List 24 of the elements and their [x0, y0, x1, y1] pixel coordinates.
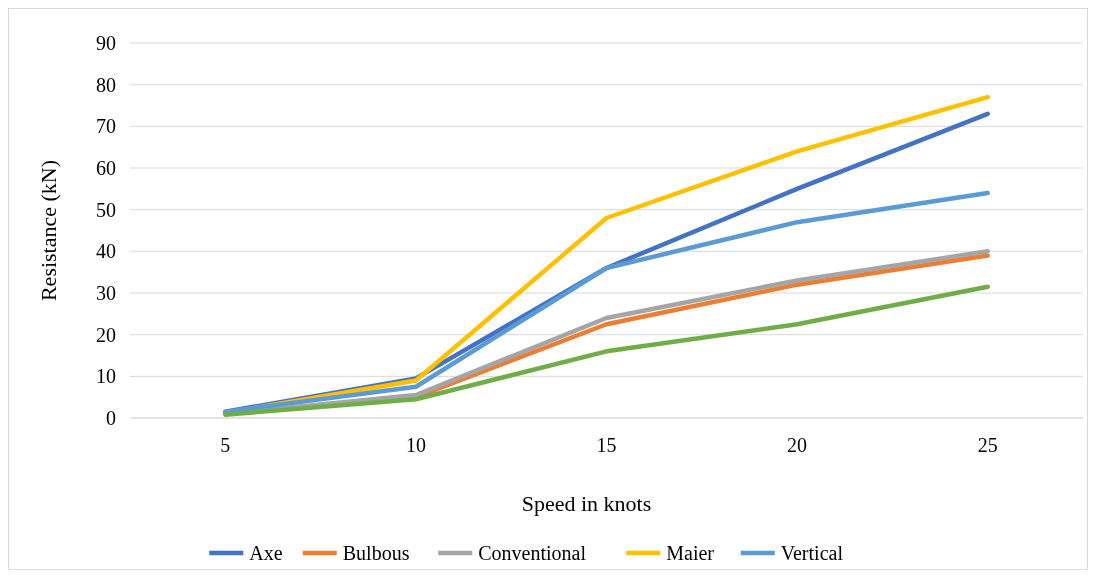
legend-label: Vertical: [780, 542, 844, 564]
line-series: [223, 190, 990, 414]
x-tick-label: 25: [977, 434, 998, 456]
y-axis-title: Resistance (kN): [36, 159, 61, 302]
x-axis-title: Speed in knots: [521, 491, 652, 516]
x-tick-label: 20: [787, 434, 808, 456]
y-tick-label: 70: [96, 115, 116, 138]
legend-label: Axe: [249, 542, 283, 564]
y-tick-label: 30: [96, 282, 116, 304]
y-tick-label: 40: [96, 240, 116, 263]
y-tick-label: 10: [96, 365, 116, 388]
legend-label: Maier: [666, 542, 715, 564]
y-tick-label: 20: [96, 323, 116, 346]
x-tick-label: 10: [405, 434, 426, 456]
legend-label: Bulbous: [342, 542, 410, 564]
y-tick-label: 80: [96, 73, 116, 96]
y-tick-label: 50: [96, 198, 116, 221]
x-tick-label: 15: [596, 434, 617, 456]
legend-label: Conventional: [478, 542, 587, 564]
y-tick-label: 90: [96, 32, 116, 54]
line-series: [223, 284, 990, 417]
x-tick-label: 5: [220, 434, 231, 456]
y-tick-label: 60: [96, 157, 116, 179]
y-tick-label: 0: [106, 407, 116, 429]
